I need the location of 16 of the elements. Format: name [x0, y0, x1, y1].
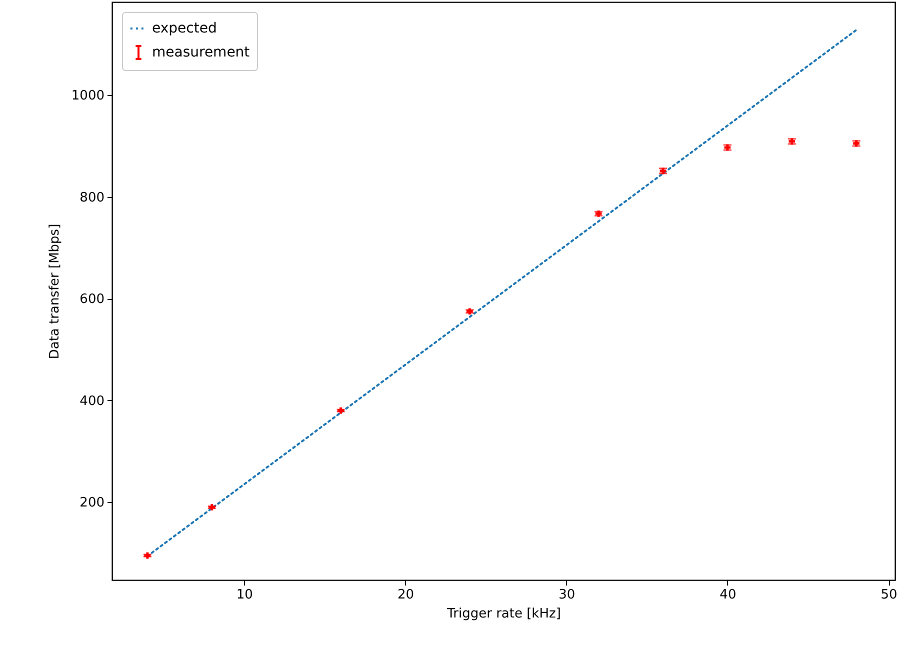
y-tick-label: 800 — [80, 190, 104, 206]
point — [144, 552, 151, 559]
x-tick-label: 50 — [880, 588, 898, 602]
y-tick-label: 1000 — [71, 88, 104, 104]
x-tick-label: 40 — [720, 588, 736, 602]
legend-label: measurement — [152, 44, 250, 60]
y-tick-label: 400 — [80, 394, 104, 409]
point — [338, 407, 344, 414]
x-axis-title: Trigger rate [kHz] — [446, 606, 561, 622]
x-tick-label: 10 — [236, 588, 253, 602]
legend-label: expected — [152, 20, 217, 36]
x-tick-label: 30 — [558, 588, 576, 602]
y-tick-label: 200 — [80, 496, 104, 511]
x-tick-label: 20 — [397, 588, 414, 602]
y-tick-label: 600 — [80, 292, 104, 308]
y-axis-title: Data transfer [Mbps] — [47, 224, 62, 360]
